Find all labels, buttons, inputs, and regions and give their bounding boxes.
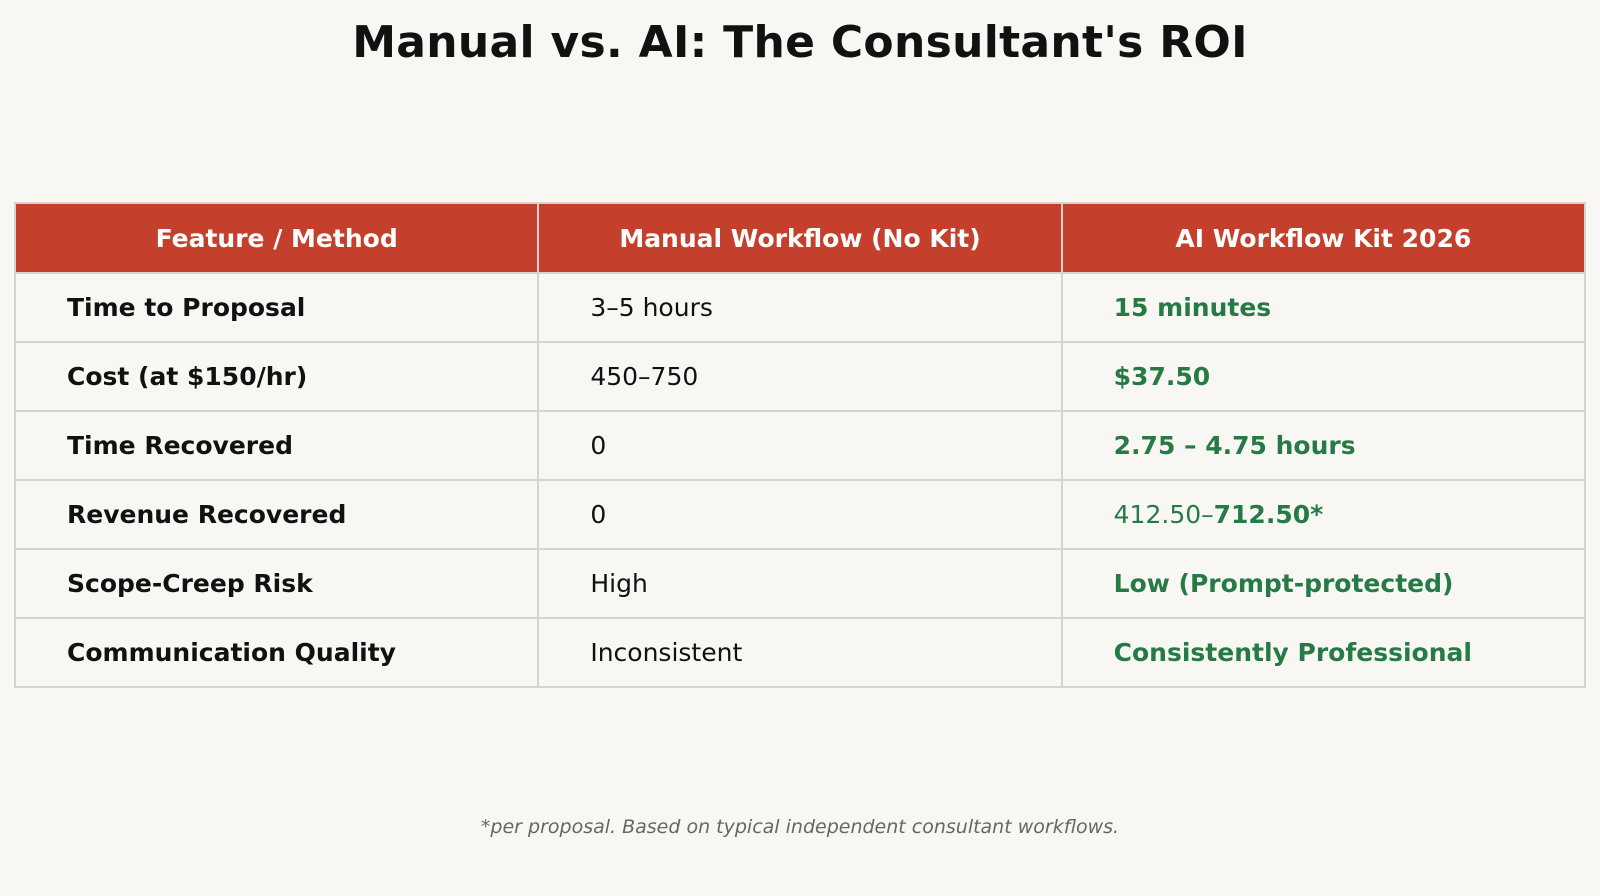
table-row: Scope-Creep Risk High Low (Prompt-protecte… — [13, 548, 1587, 619]
ai-cell: Consistently Professional — [1060, 617, 1587, 688]
ai-cell: 15 minutes — [1060, 272, 1587, 343]
table-row: Time to Proposal 3–5 hours 15 minutes — [13, 272, 1587, 343]
column-header: Manual Workflow (No Kit) — [537, 202, 1063, 274]
header-row: Feature / Method Manual Workflow (No Kit)… — [13, 202, 1587, 274]
feature-cell: Revenue Recovered — [13, 479, 540, 550]
ai-cell: Low (Prompt-protected) — [1060, 548, 1587, 619]
manual-cell: 0 — [537, 479, 1063, 550]
ai-text: 712.50* — [1213, 500, 1324, 529]
manual-cell: High — [537, 548, 1063, 619]
ai-text: 2.75 – 4.75 hours — [1113, 431, 1356, 460]
ai-text: Consistently Professional — [1113, 638, 1472, 667]
ai-text: 412.50– — [1113, 500, 1214, 529]
feature-cell: Time Recovered — [13, 410, 540, 481]
table-row: Cost (at $150/hr) 450–750 $37.50 — [13, 341, 1587, 412]
manual-cell: 0 — [537, 410, 1063, 481]
feature-cell: Communication Quality — [13, 617, 540, 688]
table-row: Revenue Recovered 0 412.50–712.50* — [13, 479, 1587, 550]
feature-cell: Time to Proposal — [13, 272, 540, 343]
ai-text: Low (Prompt-protected) — [1113, 569, 1454, 598]
table-row: Time Recovered 0 2.75 – 4.75 hours — [13, 410, 1587, 481]
feature-cell: Cost (at $150/hr) — [13, 341, 540, 412]
manual-cell: Inconsistent — [537, 617, 1063, 688]
table-body: Time to Proposal 3–5 hours 15 minutes Cost … — [13, 272, 1587, 688]
table-head: Feature / Method Manual Workflow (No Kit)… — [13, 202, 1587, 274]
table-row: Communication Quality Inconsistent Consist… — [13, 617, 1587, 688]
ai-cell: 2.75 – 4.75 hours — [1060, 410, 1587, 481]
feature-cell: Scope-Creep Risk — [13, 548, 540, 619]
ai-text: $37.50 — [1113, 362, 1211, 391]
ai-cell: 412.50–712.50* — [1060, 479, 1587, 550]
comparison-table: Feature / Method Manual Workflow (No Kit)… — [13, 202, 1587, 688]
manual-cell: 3–5 hours — [537, 272, 1063, 343]
footnote: *per proposal. Based on typical independ… — [480, 816, 1120, 838]
manual-cell: 450–750 — [537, 341, 1063, 412]
column-header: AI Workflow Kit 2026 — [1060, 202, 1587, 274]
ai-text: 15 minutes — [1113, 293, 1272, 322]
column-header: Feature / Method — [13, 202, 540, 274]
title: Manual vs. AI: The Consultant's ROI — [352, 17, 1248, 68]
ai-cell: $37.50 — [1060, 341, 1587, 412]
